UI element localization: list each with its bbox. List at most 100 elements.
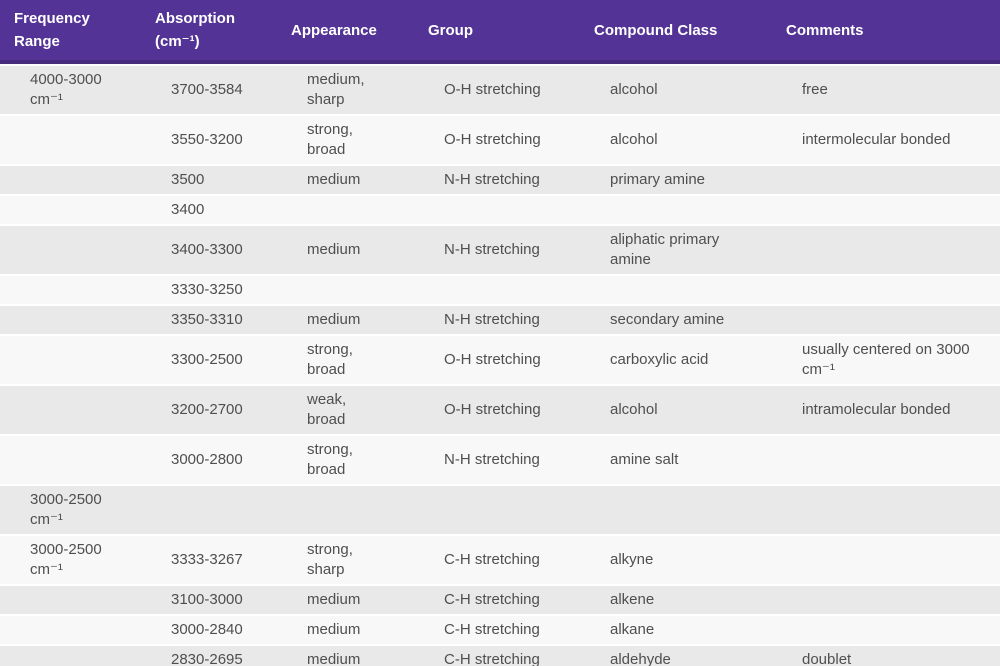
cell-frequency-range xyxy=(0,116,141,166)
cell-group: C-H stretching xyxy=(414,646,580,666)
table-body: 4000-3000 cm⁻¹ 3700-3584 medium, sharp O… xyxy=(0,64,1000,666)
cell-group: N-H stretching xyxy=(414,226,580,276)
cell-comments xyxy=(772,196,1000,226)
cell-absorption: 3100-3000 xyxy=(141,586,277,616)
cell-absorption: 3350-3310 xyxy=(141,306,277,336)
cell-comments xyxy=(772,276,1000,306)
cell-frequency-range xyxy=(0,226,141,276)
cell-absorption: 3200-2700 xyxy=(141,386,277,436)
cell-compound-class: alcohol xyxy=(580,386,772,436)
cell-absorption xyxy=(141,486,277,536)
column-header-group: Group xyxy=(414,0,580,64)
cell-absorption: 3400 xyxy=(141,196,277,226)
cell-frequency-range xyxy=(0,646,141,666)
cell-group xyxy=(414,196,580,226)
table-row: 4000-3000 cm⁻¹ 3700-3584 medium, sharp O… xyxy=(0,64,1000,116)
cell-comments xyxy=(772,536,1000,586)
table-row: 3400-3300 medium N-H stretching aliphati… xyxy=(0,226,1000,276)
cell-compound-class: carboxylic acid xyxy=(580,336,772,386)
column-header-appearance: Appearance xyxy=(277,0,414,64)
cell-appearance: medium xyxy=(277,616,414,646)
table-row: 3500 medium N-H stretching primary amine xyxy=(0,166,1000,196)
cell-appearance: strong, broad xyxy=(277,336,414,386)
cell-compound-class: alcohol xyxy=(580,116,772,166)
cell-group: O-H stretching xyxy=(414,116,580,166)
cell-appearance: medium xyxy=(277,586,414,616)
cell-frequency-range: 3000-2500 cm⁻¹ xyxy=(0,536,141,586)
cell-frequency-range xyxy=(0,386,141,436)
cell-absorption: 3550-3200 xyxy=(141,116,277,166)
cell-group: O-H stretching xyxy=(414,64,580,116)
cell-frequency-range xyxy=(0,616,141,646)
cell-comments xyxy=(772,436,1000,486)
cell-frequency-range xyxy=(0,336,141,386)
cell-frequency-range: 3000-2500 cm⁻¹ xyxy=(0,486,141,536)
cell-group xyxy=(414,276,580,306)
cell-frequency-range xyxy=(0,306,141,336)
cell-compound-class: primary amine xyxy=(580,166,772,196)
cell-comments: intramolecular bonded xyxy=(772,386,1000,436)
cell-absorption: 3300-2500 xyxy=(141,336,277,386)
column-header-comments: Comments xyxy=(772,0,1000,64)
cell-appearance: medium xyxy=(277,646,414,666)
cell-absorption: 3400-3300 xyxy=(141,226,277,276)
cell-comments: free xyxy=(772,64,1000,116)
cell-absorption: 3333-3267 xyxy=(141,536,277,586)
cell-frequency-range: 4000-3000 cm⁻¹ xyxy=(0,64,141,116)
cell-compound-class: alkene xyxy=(580,586,772,616)
cell-compound-class xyxy=(580,486,772,536)
cell-appearance: medium, sharp xyxy=(277,64,414,116)
cell-appearance: strong, broad xyxy=(277,436,414,486)
cell-compound-class: secondary amine xyxy=(580,306,772,336)
cell-absorption: 3000-2800 xyxy=(141,436,277,486)
column-header-compound-class: Compound Class xyxy=(580,0,772,64)
cell-appearance: strong, broad xyxy=(277,116,414,166)
column-header-absorption: Absorption (cm⁻¹) xyxy=(141,0,277,64)
cell-absorption: 3000-2840 xyxy=(141,616,277,646)
table-row: 3400 xyxy=(0,196,1000,226)
cell-group: O-H stretching xyxy=(414,336,580,386)
table-row: 3000-2500 cm⁻¹ 3333-3267 strong, sharp C… xyxy=(0,536,1000,586)
cell-group: C-H stretching xyxy=(414,616,580,646)
cell-comments: usually centered on 3000 cm⁻¹ xyxy=(772,336,1000,386)
cell-group: N-H stretching xyxy=(414,436,580,486)
column-header-frequency-range: Frequency Range xyxy=(0,0,141,64)
header-row: Frequency Range Absorption (cm⁻¹) Appear… xyxy=(0,0,1000,64)
cell-group: N-H stretching xyxy=(414,306,580,336)
cell-appearance: medium xyxy=(277,306,414,336)
cell-comments xyxy=(772,166,1000,196)
cell-appearance xyxy=(277,486,414,536)
cell-absorption: 2830-2695 xyxy=(141,646,277,666)
cell-frequency-range xyxy=(0,196,141,226)
cell-group xyxy=(414,486,580,536)
cell-appearance xyxy=(277,196,414,226)
cell-comments: doublet xyxy=(772,646,1000,666)
table-row: 3300-2500 strong, broad O-H stretching c… xyxy=(0,336,1000,386)
cell-appearance: weak, broad xyxy=(277,386,414,436)
cell-compound-class: aliphatic primary amine xyxy=(580,226,772,276)
cell-frequency-range xyxy=(0,586,141,616)
cell-absorption: 3330-3250 xyxy=(141,276,277,306)
cell-compound-class xyxy=(580,276,772,306)
table-row: 3200-2700 weak, broad O-H stretching alc… xyxy=(0,386,1000,436)
cell-appearance xyxy=(277,276,414,306)
cell-absorption: 3500 xyxy=(141,166,277,196)
table-row: 3000-2840 medium C-H stretching alkane xyxy=(0,616,1000,646)
table-row: 3100-3000 medium C-H stretching alkene xyxy=(0,586,1000,616)
cell-appearance: strong, sharp xyxy=(277,536,414,586)
cell-group: N-H stretching xyxy=(414,166,580,196)
cell-frequency-range xyxy=(0,166,141,196)
cell-appearance: medium xyxy=(277,226,414,276)
table-row: 3550-3200 strong, broad O-H stretching a… xyxy=(0,116,1000,166)
cell-comments xyxy=(772,306,1000,336)
cell-absorption: 3700-3584 xyxy=(141,64,277,116)
cell-compound-class: alkane xyxy=(580,616,772,646)
cell-comments xyxy=(772,616,1000,646)
table-row: 3000-2800 strong, broad N-H stretching a… xyxy=(0,436,1000,486)
cell-comments xyxy=(772,486,1000,536)
cell-comments xyxy=(772,586,1000,616)
cell-compound-class: amine salt xyxy=(580,436,772,486)
cell-group: C-H stretching xyxy=(414,586,580,616)
cell-group: C-H stretching xyxy=(414,536,580,586)
